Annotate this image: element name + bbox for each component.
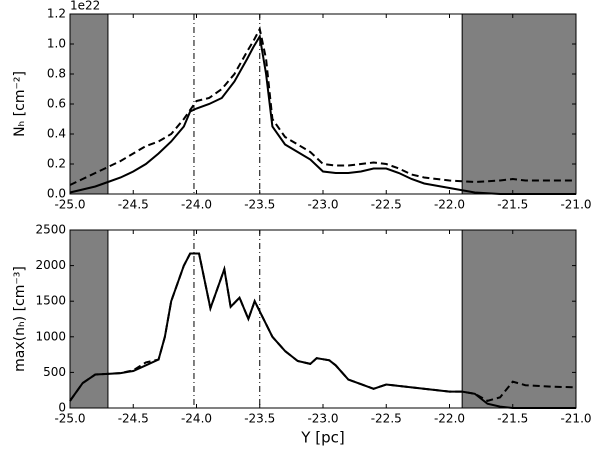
x-tick-label: -22.5: [371, 198, 402, 212]
y-tick-label: 500: [43, 365, 66, 379]
x-tick-label: -24.0: [181, 412, 212, 426]
y-tick-label: 2000: [35, 258, 66, 272]
y-axis-label: Nₕ [cm⁻²]: [12, 71, 28, 137]
y-tick-label: 0: [58, 401, 66, 415]
x-tick-label: -22.5: [371, 412, 402, 426]
x-tick-label: -23.0: [307, 412, 338, 426]
x-tick-label: -23.5: [244, 412, 275, 426]
shaded-region: [69, 229, 109, 409]
y-tick-label: 0.8: [47, 67, 66, 81]
y-tick-label: 0.6: [47, 97, 66, 111]
y-tick-label: 1000: [35, 329, 66, 343]
y-tick-label: 0.2: [47, 157, 66, 171]
y-tick-label: 2500: [35, 223, 66, 237]
y-tick-label: 0.4: [47, 127, 66, 141]
x-tick-label: -21.5: [497, 198, 528, 212]
x-tick-label: -24.5: [118, 198, 149, 212]
data-line: [69, 33, 576, 195]
y-tick-label: 1.0: [47, 37, 66, 51]
y-tick-label: 1500: [35, 294, 66, 308]
x-tick-label: -23.0: [307, 198, 338, 212]
offset-text: 1e22: [70, 0, 100, 13]
x-tick-label: -25.0: [54, 412, 85, 426]
x-axis-label: Y [pc]: [300, 429, 344, 447]
x-tick-label: -21.0: [560, 412, 591, 426]
x-tick-label: -24.5: [118, 412, 149, 426]
data-line: [69, 26, 576, 186]
shaded-region: [461, 13, 577, 195]
x-tick-label: -25.0: [54, 198, 85, 212]
shaded-region: [69, 13, 109, 195]
y-axis-label: max(nₕ) [cm⁻³]: [12, 266, 28, 372]
y-tick-label: 1.2: [47, 7, 66, 21]
x-tick-label: -22.0: [434, 412, 465, 426]
x-tick-label: -24.0: [181, 198, 212, 212]
x-tick-label: -22.0: [434, 198, 465, 212]
x-tick-label: -21.0: [560, 198, 591, 212]
x-tick-label: -21.5: [497, 412, 528, 426]
x-tick-label: -23.5: [244, 198, 275, 212]
data-line: [69, 252, 577, 402]
shaded-region: [461, 229, 577, 409]
y-tick-label: 0.0: [47, 187, 66, 201]
